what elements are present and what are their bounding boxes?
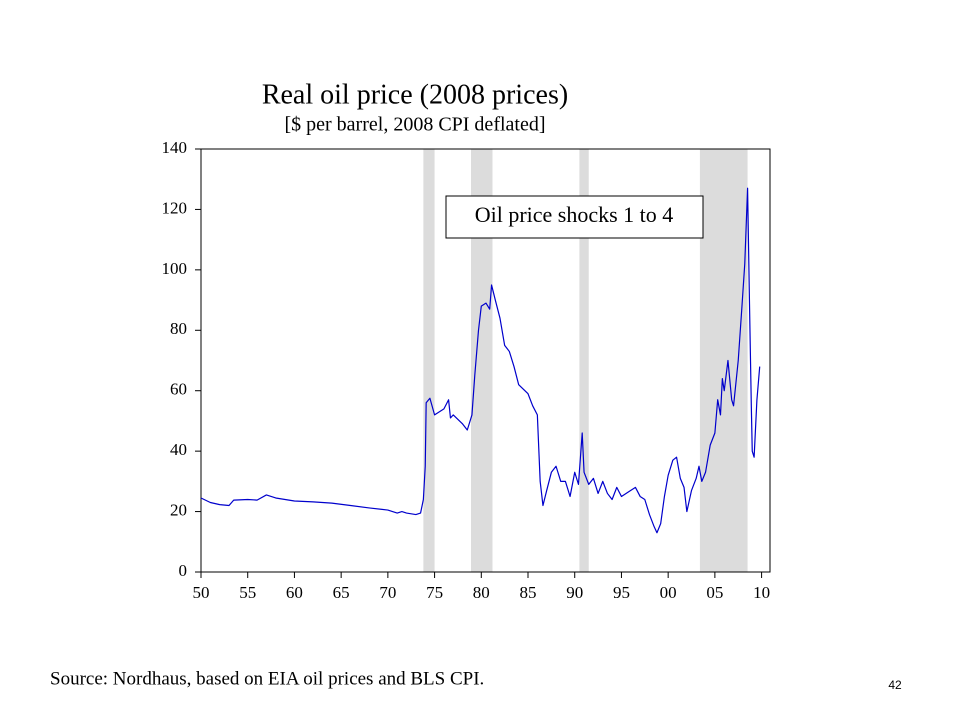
annotation: Oil price shocks 1 to 4 <box>475 202 674 227</box>
x-tick-label: 70 <box>379 583 396 602</box>
y-tick-label: 60 <box>170 380 187 399</box>
page-number: 42 <box>888 678 902 692</box>
x-tick-label: 95 <box>613 583 630 602</box>
annotation-box <box>445 195 704 239</box>
shock-period <box>471 149 493 572</box>
chart-subtitle: [$ per barrel, 2008 CPI deflated] <box>284 114 545 136</box>
x-tick-label: 85 <box>520 583 537 602</box>
x-tick-label: 65 <box>333 583 350 602</box>
x-tick-label: 90 <box>566 583 583 602</box>
y-tick-label: 20 <box>170 500 187 519</box>
x-tick-label: 60 <box>286 583 303 602</box>
x-tick-label: 75 <box>426 583 443 602</box>
shock-period <box>579 149 589 572</box>
price-line <box>200 187 761 534</box>
x-tick-label: 10 <box>753 583 770 602</box>
y-tick-label: 0 <box>179 561 188 580</box>
plot-frame <box>200 148 771 573</box>
y-tick-label: 80 <box>170 319 187 338</box>
source-note: Source: Nordhaus, based on EIA oil price… <box>50 668 484 689</box>
y-tick-label: 100 <box>162 259 188 278</box>
shock-period <box>699 149 748 572</box>
shock-period <box>423 149 435 572</box>
y-tick-label: 40 <box>170 440 187 459</box>
y-tick-label: 140 <box>162 138 188 157</box>
y-tick-label: 120 <box>162 198 188 217</box>
x-tick-label: 05 <box>706 583 723 602</box>
x-tick-label: 55 <box>239 583 256 602</box>
x-tick-label: 80 <box>473 583 490 602</box>
chart-title: Real oil price (2008 prices) <box>262 79 568 110</box>
x-tick-label: 00 <box>660 583 677 602</box>
x-tick-label: 50 <box>193 583 210 602</box>
